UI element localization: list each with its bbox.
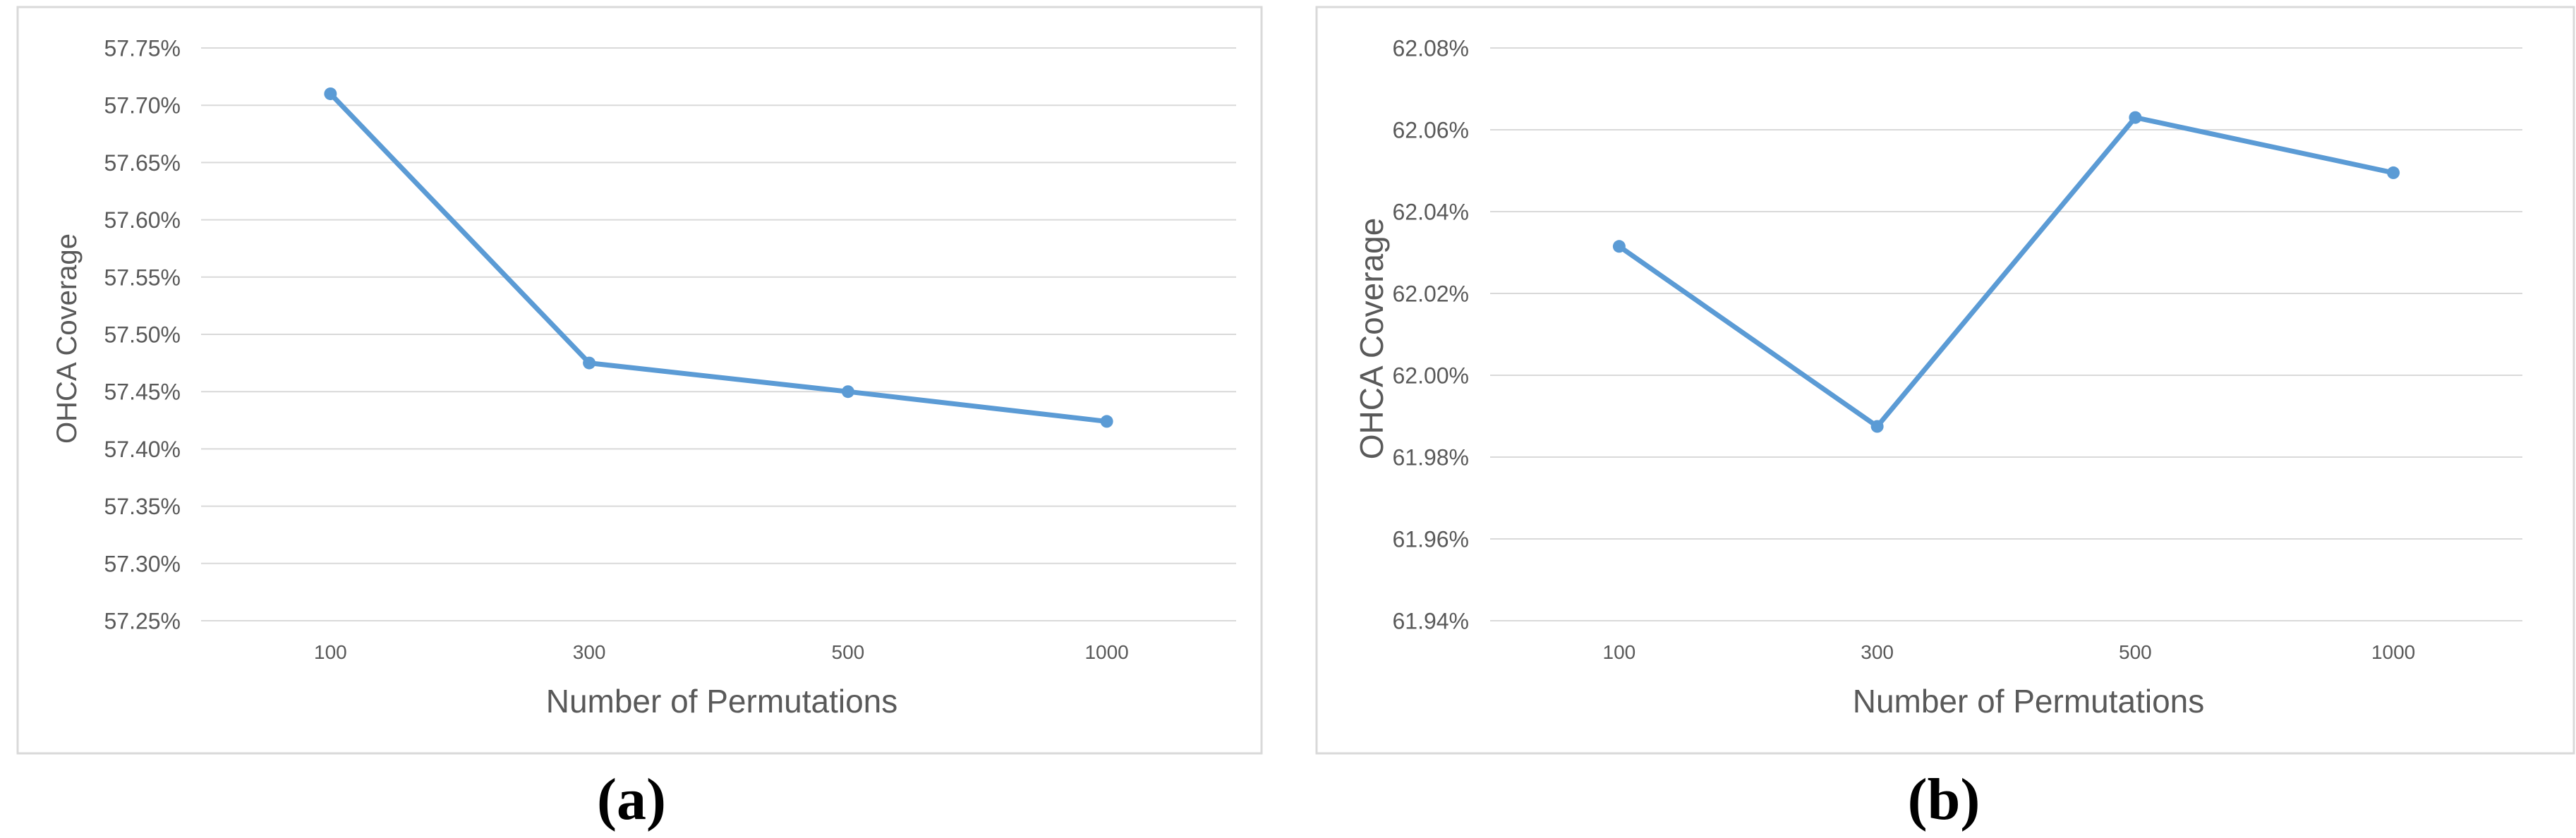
y-tick-label: 62.00% xyxy=(1392,363,1469,389)
series-line xyxy=(327,91,1110,424)
caption-a: (a) xyxy=(0,765,1263,834)
caption-label: (b) xyxy=(1907,767,1981,832)
chart-frame xyxy=(16,6,1263,755)
y-axis-title: OHCA Coverage xyxy=(52,233,83,444)
data-point xyxy=(841,385,854,399)
data-point xyxy=(1100,415,1113,428)
y-tick-label: 57.30% xyxy=(104,551,181,576)
y-tick-label: 62.06% xyxy=(1392,118,1469,143)
x-tick-label: 500 xyxy=(2119,641,2152,663)
x-axis-title: Number of Permutations xyxy=(546,683,898,719)
line-chart-b: 61.94% 61.96% 61.98% 62.00% 62.02% 62.04% 62.0… xyxy=(1315,6,2575,755)
y-tick-label: 57.25% xyxy=(104,609,181,634)
chart-panel-b: 61.94% 61.96% 61.98% 62.00% 62.02% 62.04% 62.0… xyxy=(1312,0,2575,838)
y-tick-label: 57.70% xyxy=(104,93,181,119)
x-tick-label: 500 xyxy=(832,641,865,663)
data-point xyxy=(2387,166,2400,179)
data-point xyxy=(324,87,337,100)
data-point xyxy=(583,356,596,370)
y-tick-label: 62.04% xyxy=(1392,200,1469,225)
y-tick-label: 57.50% xyxy=(104,322,181,348)
x-tick-label: 300 xyxy=(1861,641,1894,663)
x-tick-label: 1000 xyxy=(1084,641,1128,663)
y-tick-label: 57.60% xyxy=(104,207,181,233)
data-point xyxy=(2129,111,2142,124)
data-point xyxy=(1870,420,1884,433)
y-tick-label: 57.55% xyxy=(104,265,181,290)
caption-b: (b) xyxy=(1312,765,2575,834)
line-chart-a: 57.25% 57.30% 57.35% 57.40% 57.45% 57.50% 57.5… xyxy=(16,6,1263,755)
y-tick-label: 57.40% xyxy=(104,437,181,462)
y-tick-label: 57.65% xyxy=(104,150,181,176)
x-tick-label: 1000 xyxy=(2371,641,2415,663)
x-axis-title: Number of Permutations xyxy=(1853,683,2205,719)
y-tick-label: 61.98% xyxy=(1392,445,1469,470)
y-axis-title: OHCA Coverage xyxy=(1353,218,1390,460)
x-tick-label: 100 xyxy=(314,641,347,663)
data-point xyxy=(1612,240,1626,253)
y-tick-label: 57.45% xyxy=(104,379,181,405)
y-tick-label: 57.35% xyxy=(104,494,181,519)
chart-panel-a: 57.25% 57.30% 57.35% 57.40% 57.45% 57.50% 57.5… xyxy=(0,0,1263,838)
y-tick-label: 62.08% xyxy=(1392,36,1469,61)
x-tick-label: 300 xyxy=(573,641,606,663)
y-tick-label: 61.94% xyxy=(1392,609,1469,634)
y-tick-label: 57.75% xyxy=(104,36,181,61)
y-tick-label: 62.02% xyxy=(1392,281,1469,307)
y-tick-label: 61.96% xyxy=(1392,527,1469,552)
x-tick-label: 100 xyxy=(1603,641,1636,663)
caption-label: (a) xyxy=(597,767,666,832)
series-line xyxy=(1616,115,2396,429)
chart-frame xyxy=(1315,6,2575,755)
